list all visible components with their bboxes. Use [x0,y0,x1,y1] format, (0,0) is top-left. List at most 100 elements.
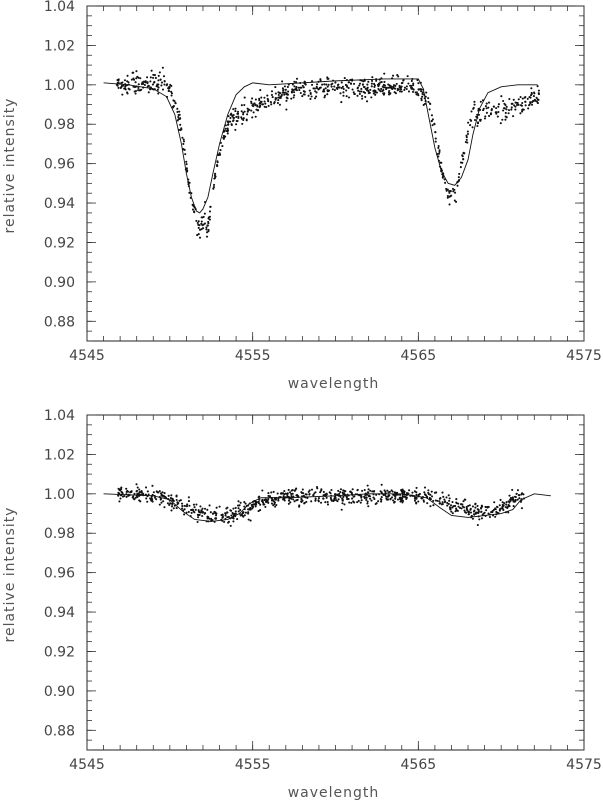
data-point [400,496,403,500]
data-point [353,92,356,96]
data-point [417,82,420,85]
data-point [286,85,289,89]
data-point [160,81,164,84]
data-point [283,93,286,96]
data-point [508,501,511,504]
data-point [462,151,465,154]
data-point [130,78,133,81]
data-point [339,491,342,494]
data-point [429,493,432,496]
data-point [257,510,260,513]
data-point [345,84,348,87]
data-point [507,109,511,112]
data-point [187,496,190,499]
data-point [253,102,256,105]
data-point [275,504,278,507]
data-point [133,492,136,495]
data-point [226,506,229,509]
data-point [334,493,337,496]
data-point [279,92,282,95]
data-point [170,92,173,95]
data-point [386,489,389,492]
data-point [290,495,293,498]
data-point [271,499,274,502]
data-point [203,212,206,215]
data-point [127,87,130,90]
data-point [455,507,458,510]
data-point [372,89,375,93]
data-point [234,128,237,131]
data-point [495,112,498,115]
data-point [479,119,482,122]
data-point [299,86,302,89]
data-point [515,101,518,104]
data-point [186,505,189,508]
data-point [139,500,142,503]
data-point [147,91,150,94]
data-point [230,112,233,115]
data-point [432,499,435,502]
data-point [239,514,242,517]
data-point [458,172,461,175]
data-point [174,102,177,105]
data-point [264,102,267,105]
data-point [157,79,160,82]
plot-frame [86,414,585,751]
data-point [266,499,269,503]
data-point [259,503,262,506]
data-point [348,501,351,504]
data-point [516,498,519,501]
data-point [160,84,163,87]
data-point [476,523,479,527]
data-point [291,83,294,86]
data-point [532,95,535,98]
data-point [163,506,166,509]
data-point [367,491,370,494]
data-point [251,507,254,510]
data-point [398,90,402,93]
data-point [242,111,245,114]
data-point [384,493,387,496]
y-tick-label: 0.92 [44,644,75,660]
data-point [403,86,407,89]
data-point [139,77,142,80]
y-axis-label: relative intensity [2,98,18,234]
data-point [345,496,348,499]
data-point [455,502,458,505]
data-point [323,96,326,99]
data-point [315,95,318,98]
data-point [163,80,166,83]
data-point [337,83,340,86]
data-point [309,92,312,95]
data-point [212,186,215,189]
data-point [162,500,165,503]
data-point [383,489,386,492]
data-point [229,524,232,527]
data-point [177,115,180,119]
data-point [267,104,270,107]
data-point [374,93,377,96]
data-point [178,113,181,116]
data-point [289,501,292,504]
data-point [345,95,348,98]
data-point [117,86,120,89]
data-point [175,507,178,510]
data-point [331,88,334,91]
data-point [270,491,273,494]
data-point [163,83,166,86]
data-point [358,90,361,93]
data-point [185,160,188,163]
data-point [149,80,152,83]
data-point [292,91,296,94]
data-point [246,107,249,110]
data-point [203,507,207,510]
data-point [149,497,152,500]
data-point [183,504,186,507]
data-point [412,84,415,87]
data-point [172,499,175,503]
data-point [308,493,311,496]
data-point [209,205,212,208]
data-point [286,495,289,498]
data-point [415,493,418,497]
data-point [182,142,185,145]
